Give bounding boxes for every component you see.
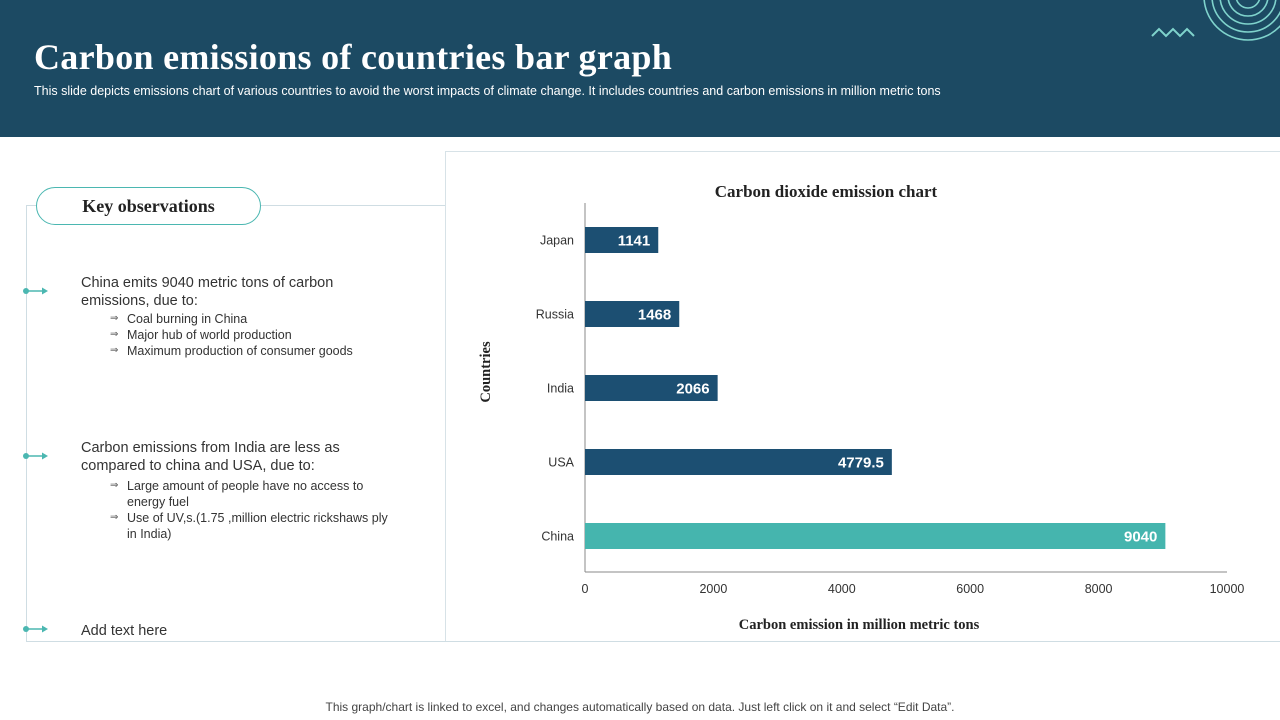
observations-timeline-line [26, 205, 27, 641]
bar-japan [585, 227, 659, 253]
observation-3-text: Add text here [81, 623, 168, 639]
bar-russia [585, 301, 680, 327]
observation-2-bullet: ⇒ Large amount of people have no access t… [110, 479, 364, 509]
page-title: Carbon emissions of countries bar graph [34, 37, 673, 77]
y-tick-label: India [547, 382, 574, 396]
arrow-bullet-icon [23, 287, 48, 295]
observation-1-bullet: ⇒ Major hub of world production [110, 328, 292, 342]
double-arrow-icon: ⇒ [110, 345, 119, 356]
footer-note: This graph/chart is linked to excel, and… [325, 700, 955, 714]
bar-india [585, 375, 718, 401]
page-subtitle: This slide depicts emissions chart of va… [34, 84, 941, 98]
arrow-bullet-icon [23, 452, 48, 460]
observation-1-text: China emits 9040 metric tons of carbon e… [81, 275, 334, 309]
x-tick-label: 6000 [956, 582, 984, 596]
bar-china [585, 523, 1166, 549]
x-tick-label: 0 [582, 582, 589, 596]
x-tick-label: 10000 [1210, 582, 1245, 596]
bar-usa [585, 449, 892, 475]
x-tick-label: 2000 [699, 582, 727, 596]
x-tick-label: 8000 [1085, 582, 1113, 596]
x-axis-title: Carbon emission in million metric tons [739, 617, 980, 633]
arrow-bullet-icon [23, 625, 48, 633]
y-tick-label: China [541, 530, 574, 544]
observation-2-text: Carbon emissions from India are less as … [81, 440, 340, 474]
header-banner: Carbon emissions of countries bar graph … [0, 0, 1280, 137]
double-arrow-icon: ⇒ [110, 313, 119, 324]
bar-value-label: 1141 [618, 233, 651, 250]
x-tick-label: 4000 [828, 582, 856, 596]
observation-1-bullet: ⇒ Maximum production of consumer goods [110, 344, 353, 358]
observation-1-bullet: ⇒ Coal burning in China [110, 312, 248, 326]
bar-value-label: 1468 [638, 307, 671, 324]
bar-value-label: 2066 [676, 381, 709, 398]
observation-2-bullet: ⇒ Use of UV,s.(1.75 ,million electric ric… [110, 511, 388, 541]
observations-heading: Key observations [36, 187, 261, 225]
bar-value-label: 9040 [1124, 529, 1157, 546]
double-arrow-icon: ⇒ [110, 329, 119, 340]
y-tick-label: Japan [540, 234, 574, 248]
y-tick-label: Russia [536, 308, 574, 322]
double-arrow-icon: ⇒ [110, 480, 119, 491]
chart-title: Carbon dioxide emission chart [715, 182, 938, 201]
bar-value-label: 4779.5 [838, 455, 884, 472]
bottom-divider [26, 641, 1280, 642]
y-axis-title: Countries [478, 341, 494, 403]
double-arrow-icon: ⇒ [110, 512, 119, 523]
concentric-circles-icon [1151, 0, 1280, 41]
y-tick-label: USA [548, 456, 574, 470]
